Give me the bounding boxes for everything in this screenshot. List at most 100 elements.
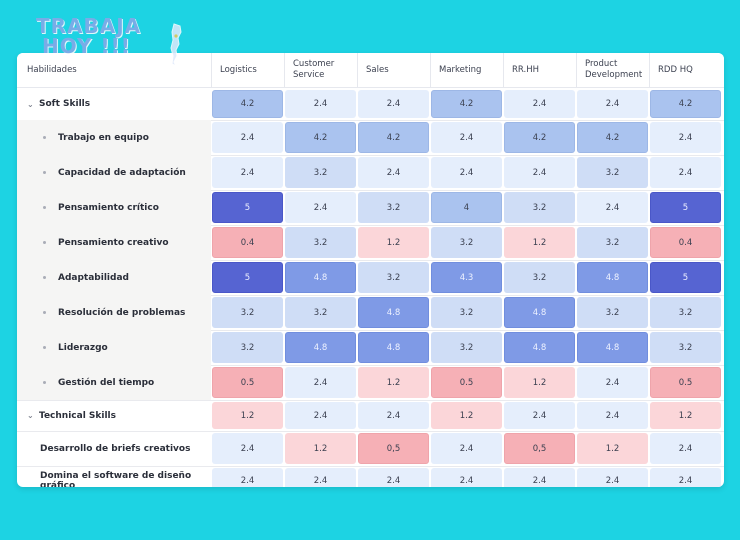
bullet-icon <box>43 171 46 174</box>
score-cell[interactable]: 1.2 <box>577 433 648 464</box>
column-header[interactable]: Product Development <box>576 53 649 87</box>
column-header[interactable]: Customer Service <box>284 53 357 87</box>
argentina-map-icon <box>170 23 182 68</box>
score-cell[interactable]: 3.2 <box>431 297 502 328</box>
score-cell[interactable]: 4 <box>431 192 502 223</box>
score-cell[interactable]: 2.4 <box>650 468 721 487</box>
score-cell[interactable]: 4.2 <box>358 122 429 153</box>
score-cell[interactable]: 4.2 <box>212 90 283 118</box>
column-header[interactable]: RR.HH <box>503 53 576 87</box>
score-cell[interactable]: 3.2 <box>431 227 502 258</box>
score-cell[interactable]: 3.2 <box>358 262 429 293</box>
skill-name-cell[interactable]: ⌄ Technical Skills <box>17 400 211 431</box>
score-cell[interactable]: 3.2 <box>504 192 575 223</box>
score-cell[interactable]: 2.4 <box>504 90 575 118</box>
score-cell[interactable]: 2.4 <box>285 192 356 223</box>
score-cell[interactable]: 3.2 <box>358 192 429 223</box>
score-cell[interactable]: 1.2 <box>358 227 429 258</box>
chevron-down-icon[interactable]: ⌄ <box>27 99 34 109</box>
score-cell[interactable]: 2.4 <box>358 157 429 188</box>
score-cell[interactable]: 3.2 <box>285 297 356 328</box>
score-cell[interactable]: 4.2 <box>577 122 648 153</box>
score-cell[interactable]: 2.4 <box>212 122 283 153</box>
skill-name-cell[interactable]: ⌄ Soft Skills <box>17 88 211 120</box>
score-cell[interactable]: 3.2 <box>212 297 283 328</box>
score-cell[interactable]: 2.4 <box>504 402 575 429</box>
score-cell[interactable]: 2.4 <box>285 468 356 487</box>
score-cell[interactable]: 3.2 <box>650 332 721 363</box>
score-cell[interactable]: 2.4 <box>212 433 283 464</box>
score-cell[interactable]: 3.2 <box>650 297 721 328</box>
score-cell[interactable]: 4.2 <box>650 90 721 118</box>
score-cell[interactable]: 5 <box>650 262 721 293</box>
skill-label: Desarrollo de briefs creativos <box>40 443 191 454</box>
score-cell[interactable]: 1.2 <box>650 402 721 429</box>
score-cell[interactable]: 2.4 <box>431 468 502 487</box>
score-cell[interactable]: 0.4 <box>212 227 283 258</box>
score-cell[interactable]: 3.2 <box>577 227 648 258</box>
score-cell[interactable]: 3.2 <box>577 157 648 188</box>
score-cell[interactable]: 4.2 <box>431 90 502 118</box>
score-cell[interactable]: 4.8 <box>285 332 356 363</box>
score-cell[interactable]: 1.2 <box>504 367 575 398</box>
score-cell[interactable]: 1.2 <box>504 227 575 258</box>
score-cell[interactable]: 2.4 <box>577 468 648 487</box>
score-cell[interactable]: 2.4 <box>358 90 429 118</box>
score-cell[interactable]: 2.4 <box>285 402 356 429</box>
score-cell[interactable]: 2.4 <box>650 433 721 464</box>
score-cell[interactable]: 4.2 <box>285 122 356 153</box>
score-cell[interactable]: 0.5 <box>212 367 283 398</box>
score-cell[interactable]: 4.8 <box>577 262 648 293</box>
score-cell[interactable]: 4.8 <box>285 262 356 293</box>
score-cell[interactable]: 2.4 <box>431 433 502 464</box>
score-cell[interactable]: 2.4 <box>358 468 429 487</box>
score-cell[interactable]: 2.4 <box>285 367 356 398</box>
score-cell[interactable]: 5 <box>212 192 283 223</box>
score-cell[interactable]: 2.4 <box>577 402 648 429</box>
score-cell[interactable]: 2.4 <box>431 122 502 153</box>
column-header[interactable]: Logistics <box>211 53 284 87</box>
score-cell[interactable]: 3.2 <box>431 332 502 363</box>
score-cell[interactable]: 2.4 <box>358 402 429 429</box>
score-cell[interactable]: 2.4 <box>650 157 721 188</box>
score-cell[interactable]: 4.8 <box>504 297 575 328</box>
score-cell[interactable]: 1.2 <box>212 402 283 429</box>
score-cell[interactable]: 3.2 <box>285 157 356 188</box>
score-cell[interactable]: 4.8 <box>577 332 648 363</box>
score-cell[interactable]: 2.4 <box>577 90 648 118</box>
score-cell[interactable]: 2.4 <box>577 367 648 398</box>
table-row: Resolución de problemas 3.2 3.2 4.8 3.2 4.8 3.… <box>17 295 724 331</box>
score-cell[interactable]: 0.5 <box>650 367 721 398</box>
score-cell[interactable]: 4.8 <box>358 332 429 363</box>
score-cell[interactable]: 3.2 <box>577 297 648 328</box>
score-cell[interactable]: 3.2 <box>212 332 283 363</box>
score-cell[interactable]: 4.8 <box>358 297 429 328</box>
score-cell[interactable]: 4.3 <box>431 262 502 293</box>
score-cell[interactable]: 2.4 <box>577 192 648 223</box>
score-cell[interactable]: 3.2 <box>504 262 575 293</box>
chevron-down-icon[interactable]: ⌄ <box>27 411 34 420</box>
score-cell[interactable]: 1.2 <box>285 433 356 464</box>
score-cell[interactable]: 2.4 <box>212 157 283 188</box>
column-header[interactable]: RDD HQ <box>649 53 722 87</box>
score-cell[interactable]: 0.4 <box>650 227 721 258</box>
score-cell[interactable]: 5 <box>650 192 721 223</box>
score-cell[interactable]: 5 <box>212 262 283 293</box>
score-cell[interactable]: 4.2 <box>504 122 575 153</box>
score-cell[interactable]: 2.4 <box>650 122 721 153</box>
column-header-skills[interactable]: Habilidades <box>27 64 77 75</box>
score-cell[interactable]: 2.4 <box>504 157 575 188</box>
score-cell[interactable]: 0,5 <box>504 433 575 464</box>
score-cell[interactable]: 4.8 <box>504 332 575 363</box>
score-cell[interactable]: 1.2 <box>431 402 502 429</box>
column-header[interactable]: Marketing <box>430 53 503 87</box>
score-cell[interactable]: 2.4 <box>285 90 356 118</box>
score-cell[interactable]: 2.4 <box>504 468 575 487</box>
score-cell[interactable]: 3.2 <box>285 227 356 258</box>
score-cell[interactable]: 2.4 <box>431 157 502 188</box>
column-header[interactable]: Sales <box>357 53 430 87</box>
score-cell[interactable]: 1.2 <box>358 367 429 398</box>
score-cell[interactable]: 0.5 <box>431 367 502 398</box>
score-cell[interactable]: 0,5 <box>358 433 429 464</box>
score-cell[interactable]: 2.4 <box>212 468 283 487</box>
